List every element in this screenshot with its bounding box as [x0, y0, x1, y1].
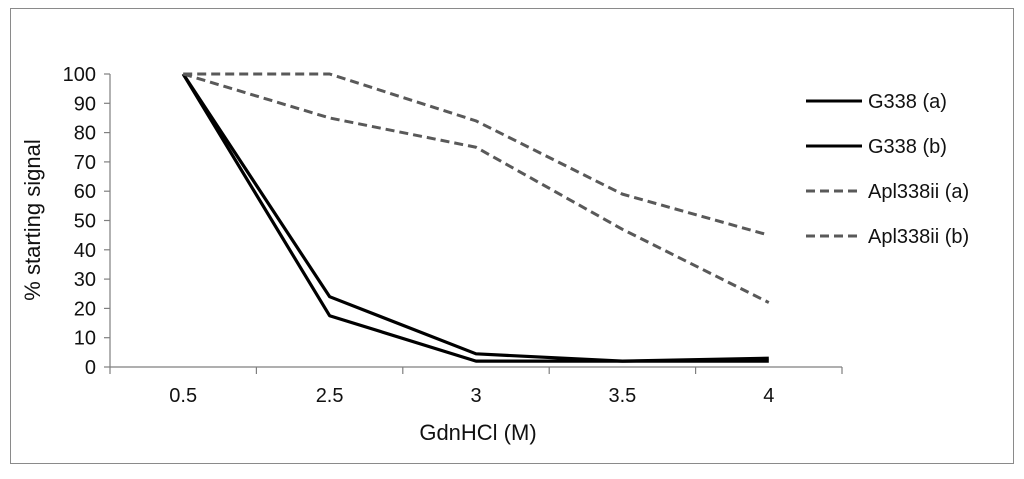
series-layer: [181, 72, 770, 363]
y-tick-label: 60: [74, 181, 96, 203]
y-tick-label: 100: [63, 64, 96, 86]
x-tick-label: 3: [470, 385, 481, 407]
x-tick-label: 0.5: [169, 385, 197, 407]
y-tick-label: 80: [74, 123, 96, 145]
x-tick-label: 3.5: [608, 385, 636, 407]
y-axis-title: % starting signal: [20, 139, 45, 300]
y-tick-label: 30: [74, 269, 96, 291]
y-tick-label: 20: [74, 298, 96, 320]
legend-label-apl338ii-a: Apl338ii (a): [868, 181, 969, 203]
x-tick-label: 4: [763, 385, 774, 407]
series-line-apl338ii-a: [183, 72, 770, 237]
y-tick-label: 90: [74, 93, 96, 115]
legend-label-apl338ii-b: Apl338ii (b): [868, 226, 969, 248]
y-tick-label: 50: [74, 211, 96, 233]
series-line-g338-b: [181, 73, 769, 363]
x-tick-label: 2.5: [316, 385, 344, 407]
y-tick-label: 40: [74, 240, 96, 262]
y-tick-label: 10: [74, 328, 96, 350]
x-axis-title: GdnHCl (M): [419, 420, 536, 445]
chart-frame: [10, 8, 1014, 464]
axes: 0 10 20 30 40 50 60 70 80 90 100 0.5 2.5 3 3.5 4: [63, 64, 843, 407]
y-tick-label: 70: [74, 152, 96, 174]
legend-label-g338-b: G338 (b): [868, 136, 947, 158]
legend: G338 (a) G338 (b) Apl338ii (a) Apl338ii (b): [806, 91, 969, 248]
legend-label-g338-a: G338 (a): [868, 91, 947, 113]
series-line-apl338ii-b: [182, 72, 770, 304]
y-tick-label: 0: [85, 357, 96, 379]
